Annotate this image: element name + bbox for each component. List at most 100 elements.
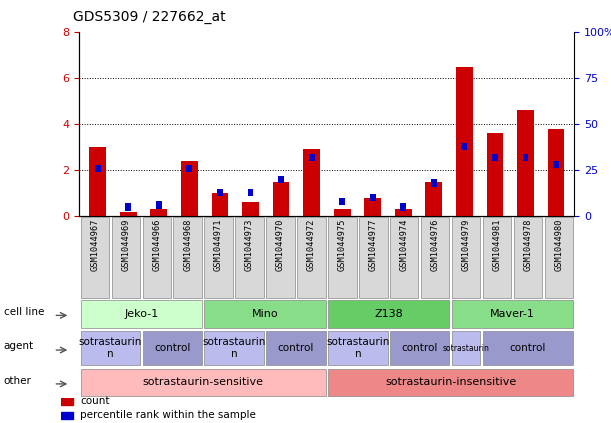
FancyBboxPatch shape xyxy=(142,331,202,365)
FancyBboxPatch shape xyxy=(142,217,171,298)
Text: GSM1044980: GSM1044980 xyxy=(554,219,563,271)
Text: GSM1044967: GSM1044967 xyxy=(90,219,100,271)
Bar xyxy=(522,154,529,161)
FancyBboxPatch shape xyxy=(328,217,357,298)
FancyBboxPatch shape xyxy=(390,217,419,298)
Bar xyxy=(95,165,101,172)
Bar xyxy=(492,154,498,161)
Bar xyxy=(461,143,467,150)
FancyBboxPatch shape xyxy=(452,217,480,298)
Text: GSM1044978: GSM1044978 xyxy=(524,219,532,271)
Text: sotrastaurin
n: sotrastaurin n xyxy=(202,337,266,359)
Text: GSM1044972: GSM1044972 xyxy=(307,219,316,271)
Bar xyxy=(517,110,534,216)
Bar xyxy=(156,201,162,209)
Bar xyxy=(61,412,73,419)
FancyBboxPatch shape xyxy=(112,217,140,298)
Text: other: other xyxy=(4,376,32,386)
Bar xyxy=(431,179,437,187)
FancyBboxPatch shape xyxy=(544,217,573,298)
Text: GSM1044977: GSM1044977 xyxy=(369,219,378,271)
Bar xyxy=(309,154,315,161)
FancyBboxPatch shape xyxy=(483,331,573,365)
Text: GSM1044976: GSM1044976 xyxy=(431,219,440,271)
Bar xyxy=(364,198,381,216)
FancyBboxPatch shape xyxy=(452,300,573,327)
Text: cell line: cell line xyxy=(4,308,44,317)
Bar xyxy=(339,198,345,205)
Bar xyxy=(181,161,198,216)
FancyBboxPatch shape xyxy=(205,300,326,327)
Text: sotrastaurin-insensitive: sotrastaurin-insensitive xyxy=(385,377,516,387)
Bar xyxy=(247,189,254,196)
Text: GSM1044979: GSM1044979 xyxy=(461,219,470,271)
FancyBboxPatch shape xyxy=(81,369,326,396)
Text: control: control xyxy=(154,343,191,353)
Text: control: control xyxy=(401,343,438,353)
Text: GSM1044966: GSM1044966 xyxy=(152,219,161,271)
FancyBboxPatch shape xyxy=(174,217,202,298)
FancyBboxPatch shape xyxy=(421,217,449,298)
FancyBboxPatch shape xyxy=(266,217,295,298)
Bar xyxy=(400,203,406,211)
Bar xyxy=(370,194,376,201)
FancyBboxPatch shape xyxy=(328,300,449,327)
Text: sotrastaurin
n: sotrastaurin n xyxy=(326,337,389,359)
FancyBboxPatch shape xyxy=(235,217,264,298)
Bar xyxy=(150,209,167,216)
FancyBboxPatch shape xyxy=(514,217,542,298)
Bar xyxy=(486,133,503,216)
FancyBboxPatch shape xyxy=(328,369,573,396)
Bar xyxy=(553,161,559,168)
Text: GSM1044975: GSM1044975 xyxy=(338,219,347,271)
Bar xyxy=(61,398,73,404)
FancyBboxPatch shape xyxy=(297,217,326,298)
FancyBboxPatch shape xyxy=(359,217,387,298)
Bar xyxy=(186,165,192,172)
Text: sotrastaurin
n: sotrastaurin n xyxy=(79,337,142,359)
Bar xyxy=(242,202,259,216)
Text: sotrastaurin: sotrastaurin xyxy=(442,343,489,353)
Text: GSM1044973: GSM1044973 xyxy=(245,219,254,271)
Text: control: control xyxy=(278,343,314,353)
Text: GSM1044974: GSM1044974 xyxy=(400,219,409,271)
Text: percentile rank within the sample: percentile rank within the sample xyxy=(80,410,256,420)
FancyBboxPatch shape xyxy=(266,331,326,365)
Bar xyxy=(303,149,320,216)
FancyBboxPatch shape xyxy=(205,217,233,298)
FancyBboxPatch shape xyxy=(390,331,449,365)
FancyBboxPatch shape xyxy=(81,217,109,298)
Bar xyxy=(456,67,473,216)
FancyBboxPatch shape xyxy=(452,331,480,365)
Text: GSM1044971: GSM1044971 xyxy=(214,219,223,271)
FancyBboxPatch shape xyxy=(205,331,264,365)
Bar xyxy=(278,176,284,183)
FancyBboxPatch shape xyxy=(81,300,202,327)
Text: Z138: Z138 xyxy=(375,309,403,319)
Text: agent: agent xyxy=(4,341,34,351)
Text: GSM1044969: GSM1044969 xyxy=(122,219,130,271)
Bar xyxy=(120,212,137,216)
Text: sotrastaurin-sensitive: sotrastaurin-sensitive xyxy=(142,377,264,387)
Text: count: count xyxy=(80,396,109,407)
Bar xyxy=(125,203,131,211)
Text: GSM1044968: GSM1044968 xyxy=(183,219,192,271)
Text: GSM1044981: GSM1044981 xyxy=(492,219,502,271)
Text: Maver-1: Maver-1 xyxy=(490,309,535,319)
FancyBboxPatch shape xyxy=(328,331,387,365)
Bar xyxy=(89,147,106,216)
FancyBboxPatch shape xyxy=(81,331,140,365)
Bar xyxy=(425,181,442,216)
Bar xyxy=(273,181,290,216)
Text: Mino: Mino xyxy=(252,309,279,319)
Bar xyxy=(547,129,565,216)
Bar xyxy=(395,209,412,216)
FancyBboxPatch shape xyxy=(483,217,511,298)
Bar xyxy=(334,209,351,216)
Bar xyxy=(217,189,223,196)
Text: control: control xyxy=(510,343,546,353)
Bar xyxy=(211,193,229,216)
Text: GDS5309 / 227662_at: GDS5309 / 227662_at xyxy=(73,10,226,24)
Text: GSM1044970: GSM1044970 xyxy=(276,219,285,271)
Text: Jeko-1: Jeko-1 xyxy=(124,309,158,319)
